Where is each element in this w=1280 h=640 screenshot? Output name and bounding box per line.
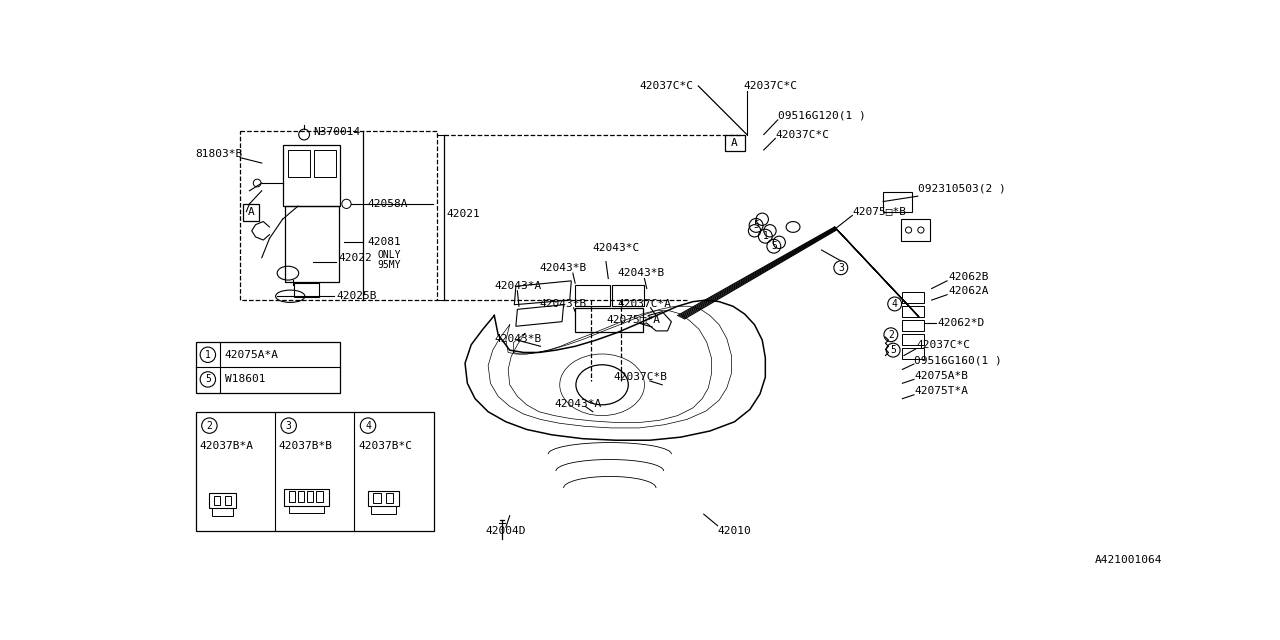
- Text: 42043*C: 42043*C: [593, 243, 640, 253]
- Bar: [901, 220, 931, 241]
- Text: 1: 1: [205, 350, 211, 360]
- Text: 42062B: 42062B: [948, 272, 989, 282]
- Text: 2: 2: [206, 420, 212, 431]
- Text: 5: 5: [890, 345, 896, 355]
- Text: 42062A: 42062A: [948, 286, 989, 296]
- Text: 42004D: 42004D: [485, 526, 526, 536]
- Bar: [294, 283, 319, 297]
- Text: 42043*A: 42043*A: [494, 281, 541, 291]
- Bar: [285, 206, 339, 282]
- Text: 42037B*C: 42037B*C: [358, 442, 412, 451]
- Bar: [902, 348, 924, 358]
- Text: 42081: 42081: [367, 237, 401, 247]
- Text: 42037C*C: 42037C*C: [744, 81, 797, 91]
- Text: 1: 1: [763, 231, 768, 241]
- Text: 42037B*A: 42037B*A: [200, 442, 253, 451]
- Bar: [575, 285, 609, 307]
- Text: 42075□*A: 42075□*A: [605, 314, 660, 324]
- Text: 5: 5: [771, 241, 777, 251]
- Text: A: A: [247, 207, 255, 218]
- Bar: [316, 491, 323, 502]
- Text: N370014: N370014: [314, 127, 361, 137]
- Text: A421001064: A421001064: [1094, 556, 1162, 565]
- Bar: [883, 192, 913, 212]
- Bar: [196, 342, 340, 392]
- Text: 4: 4: [892, 299, 897, 309]
- Text: 42058A: 42058A: [367, 199, 408, 209]
- Text: 42037C*C: 42037C*C: [776, 129, 829, 140]
- Text: 09516G120(1 ): 09516G120(1 ): [778, 110, 865, 120]
- Text: 5: 5: [205, 374, 211, 385]
- Bar: [214, 495, 220, 505]
- Bar: [902, 292, 924, 303]
- Bar: [369, 491, 399, 506]
- Text: 42043*A: 42043*A: [554, 399, 602, 409]
- Bar: [374, 493, 381, 502]
- Text: 09516G160(1 ): 09516G160(1 ): [914, 355, 1002, 365]
- Text: 42037C*A: 42037C*A: [617, 299, 672, 309]
- Bar: [575, 308, 643, 332]
- Text: 42037B*B: 42037B*B: [279, 442, 333, 451]
- Text: 42037C*B: 42037C*B: [613, 372, 668, 382]
- Bar: [289, 506, 324, 513]
- Bar: [307, 491, 314, 502]
- Bar: [196, 412, 434, 531]
- Text: 42043*B: 42043*B: [539, 299, 586, 309]
- Text: 3: 3: [838, 263, 844, 273]
- Text: 42043*B: 42043*B: [617, 268, 664, 278]
- Bar: [242, 204, 260, 221]
- Text: 42075T*A: 42075T*A: [914, 386, 968, 396]
- Text: 42037C*C: 42037C*C: [916, 340, 970, 349]
- Text: W18601: W18601: [225, 374, 265, 385]
- Text: 42075A*A: 42075A*A: [225, 350, 279, 360]
- Polygon shape: [516, 305, 563, 326]
- Text: 42075A*B: 42075A*B: [914, 371, 968, 381]
- Text: 4: 4: [365, 420, 371, 431]
- Bar: [241, 131, 436, 300]
- Text: 2: 2: [888, 330, 893, 340]
- Polygon shape: [515, 281, 571, 305]
- Text: 42037C*C: 42037C*C: [639, 81, 692, 91]
- Bar: [288, 150, 310, 177]
- Bar: [902, 307, 924, 317]
- Text: 42062*D: 42062*D: [937, 318, 984, 328]
- Text: 42025B: 42025B: [337, 291, 376, 301]
- Text: 42022: 42022: [339, 253, 372, 263]
- Bar: [726, 134, 745, 152]
- Bar: [612, 285, 644, 307]
- Text: 81803*B: 81803*B: [196, 148, 243, 159]
- Bar: [289, 491, 294, 502]
- Text: 092310503(2 ): 092310503(2 ): [918, 184, 1006, 193]
- Text: 95MY: 95MY: [378, 260, 401, 269]
- Bar: [371, 506, 396, 514]
- Text: 5: 5: [753, 220, 759, 230]
- Bar: [225, 495, 230, 505]
- Bar: [212, 508, 233, 516]
- Bar: [385, 493, 393, 502]
- Bar: [314, 150, 335, 177]
- Text: 42043*B: 42043*B: [539, 263, 586, 273]
- Bar: [902, 334, 924, 345]
- Text: 42010: 42010: [718, 526, 751, 536]
- Text: ONLY: ONLY: [378, 250, 401, 260]
- Bar: [298, 491, 305, 502]
- Text: 42021: 42021: [447, 209, 480, 219]
- Text: 42075□*B: 42075□*B: [852, 207, 906, 216]
- Text: 42043*B: 42043*B: [494, 333, 541, 344]
- Text: A: A: [731, 138, 737, 148]
- Bar: [902, 320, 924, 331]
- Bar: [210, 493, 236, 508]
- Text: 3: 3: [285, 420, 292, 431]
- Bar: [284, 489, 329, 506]
- Bar: [283, 145, 340, 206]
